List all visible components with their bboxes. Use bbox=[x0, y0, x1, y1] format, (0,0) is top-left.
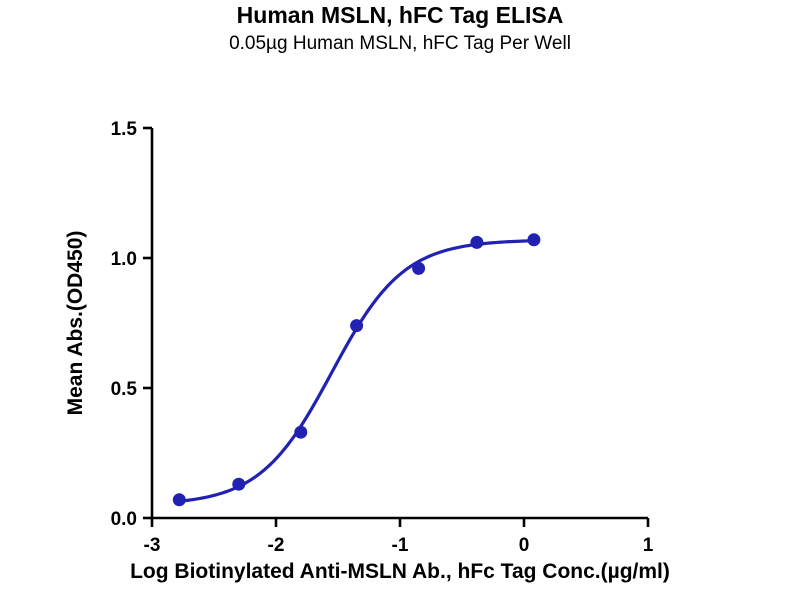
fit-curve bbox=[177, 239, 536, 503]
data-point bbox=[527, 233, 541, 247]
y-tick-label: 0.5 bbox=[111, 379, 138, 400]
x-tick-label: -1 bbox=[392, 535, 409, 556]
data-point bbox=[350, 319, 364, 333]
x-tick-label: 0 bbox=[519, 535, 530, 556]
data-point bbox=[232, 477, 246, 491]
x-tick-label: -2 bbox=[268, 535, 285, 556]
y-tick-label: 1.0 bbox=[111, 249, 137, 270]
y-tick-label: 0.0 bbox=[111, 509, 137, 530]
chart-subtitle: 0.05µg Human MSLN, hFC Tag Per Well bbox=[229, 33, 571, 54]
data-point bbox=[412, 261, 426, 275]
chart-title: Human MSLN, hFC Tag ELISA bbox=[236, 2, 564, 28]
data-point bbox=[294, 425, 308, 439]
x-axis-label: Log Biotinylated Anti-MSLN Ab., hFc Tag … bbox=[130, 560, 670, 583]
y-tick-label: 1.5 bbox=[111, 119, 138, 140]
x-tick-label: -3 bbox=[144, 535, 161, 556]
axes-frame bbox=[150, 128, 648, 520]
data-point bbox=[470, 235, 484, 249]
x-tick-label: 1 bbox=[643, 535, 654, 556]
data-point bbox=[172, 493, 186, 507]
